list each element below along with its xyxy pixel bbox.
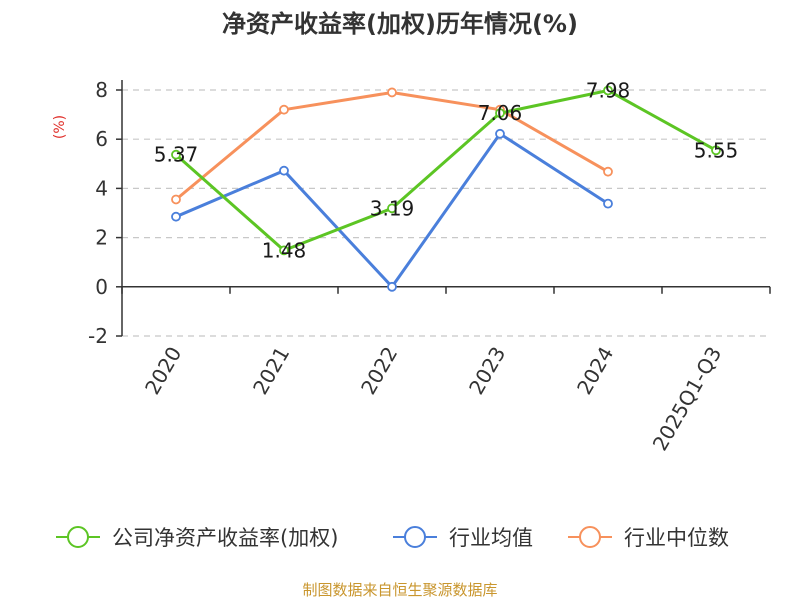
data-point-1 xyxy=(279,165,289,176)
data-point-1 xyxy=(603,198,613,209)
y-tick-label: 2 xyxy=(95,226,108,250)
data-point-2 xyxy=(387,87,397,98)
legend-label: 公司净资产收益率(加权) xyxy=(112,526,338,550)
data-point-2 xyxy=(603,166,613,177)
legend: 公司净资产收益率(加权) 行业均值 行业中位数 xyxy=(56,526,729,550)
x-tick-label: 2025Q1-Q3 xyxy=(648,343,727,455)
legend-marker xyxy=(579,526,601,548)
y-axis-label: (%) xyxy=(52,115,68,139)
data-point-0 xyxy=(279,245,289,256)
y-tick-label: -2 xyxy=(88,324,108,348)
data-point-1 xyxy=(495,128,505,139)
y-tick-label: 8 xyxy=(95,78,108,102)
data-label: 1.48 xyxy=(262,238,307,262)
data-label: 7.06 xyxy=(478,101,523,125)
legend-marker xyxy=(404,526,426,548)
data-point-2 xyxy=(171,194,181,205)
y-tick-label: 0 xyxy=(95,275,108,299)
series-line-0 xyxy=(175,88,717,252)
legend-item: 公司净资产收益率(加权) xyxy=(56,526,338,550)
data-label: 7.98 xyxy=(586,78,631,102)
axes: -2 0 2 4 6 8 2020 2021 2022 2023 2024 2025Q1-Q3 xyxy=(88,78,771,455)
x-tick-label: 2024 xyxy=(572,343,618,399)
data-labels: 5.37 1.48 3.19 7.06 7.98 5.55 xyxy=(154,78,739,262)
data-label: 5.55 xyxy=(694,138,739,162)
data-label: 3.19 xyxy=(370,196,415,220)
legend-item: 行业均值 xyxy=(393,526,533,550)
gridlines xyxy=(122,89,770,337)
x-tick-label: 2022 xyxy=(356,343,402,399)
source-note: 制图数据来自恒生聚源数据库 xyxy=(302,581,497,599)
data-point-0 xyxy=(711,145,721,156)
legend-marker xyxy=(67,526,89,548)
chart-title: 净资产收益率(加权)历年情况(%) xyxy=(222,10,578,38)
y-tick-label: 4 xyxy=(95,176,108,200)
data-point-0 xyxy=(495,108,505,119)
x-tick-label: 2020 xyxy=(140,343,186,399)
x-tick-label: 2021 xyxy=(248,343,294,399)
data-point-0 xyxy=(603,85,613,96)
series-lines xyxy=(171,85,721,292)
data-point-0 xyxy=(387,203,397,214)
x-tick-label: 2023 xyxy=(464,343,510,399)
data-label: 5.37 xyxy=(154,143,199,167)
legend-label: 行业均值 xyxy=(449,526,533,550)
legend-label: 行业中位数 xyxy=(624,526,729,550)
y-tick-label: 6 xyxy=(95,127,108,151)
data-point-1 xyxy=(387,281,397,292)
data-point-0 xyxy=(171,149,181,160)
legend-item: 行业中位数 xyxy=(568,526,729,550)
data-point-1 xyxy=(171,211,181,222)
series-line-2 xyxy=(175,90,609,201)
data-point-2 xyxy=(279,104,289,115)
